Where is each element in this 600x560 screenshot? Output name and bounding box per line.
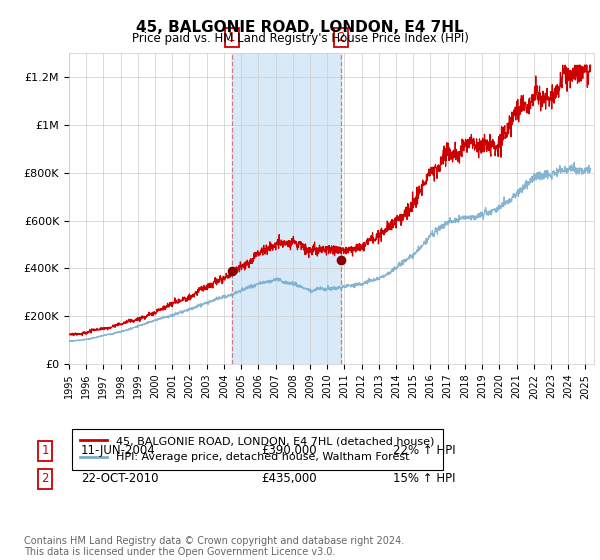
Text: 22-OCT-2010: 22-OCT-2010 xyxy=(81,472,158,486)
Bar xyxy=(232,53,341,364)
Text: 1: 1 xyxy=(228,31,235,44)
Text: 2: 2 xyxy=(337,31,345,44)
Text: £390,000: £390,000 xyxy=(261,444,317,458)
Text: 2: 2 xyxy=(41,472,49,486)
Text: 11-JUN-2004: 11-JUN-2004 xyxy=(81,444,156,458)
Text: £435,000: £435,000 xyxy=(261,472,317,486)
Text: 22% ↑ HPI: 22% ↑ HPI xyxy=(393,444,455,458)
Text: 15% ↑ HPI: 15% ↑ HPI xyxy=(393,472,455,486)
Text: 1: 1 xyxy=(41,444,49,458)
Legend: 45, BALGONIE ROAD, LONDON, E4 7HL (detached house), HPI: Average price, detached: 45, BALGONIE ROAD, LONDON, E4 7HL (detac… xyxy=(72,428,443,470)
Text: Price paid vs. HM Land Registry's House Price Index (HPI): Price paid vs. HM Land Registry's House … xyxy=(131,32,469,45)
Text: Contains HM Land Registry data © Crown copyright and database right 2024.
This d: Contains HM Land Registry data © Crown c… xyxy=(24,535,404,557)
Text: 45, BALGONIE ROAD, LONDON, E4 7HL: 45, BALGONIE ROAD, LONDON, E4 7HL xyxy=(136,20,464,35)
